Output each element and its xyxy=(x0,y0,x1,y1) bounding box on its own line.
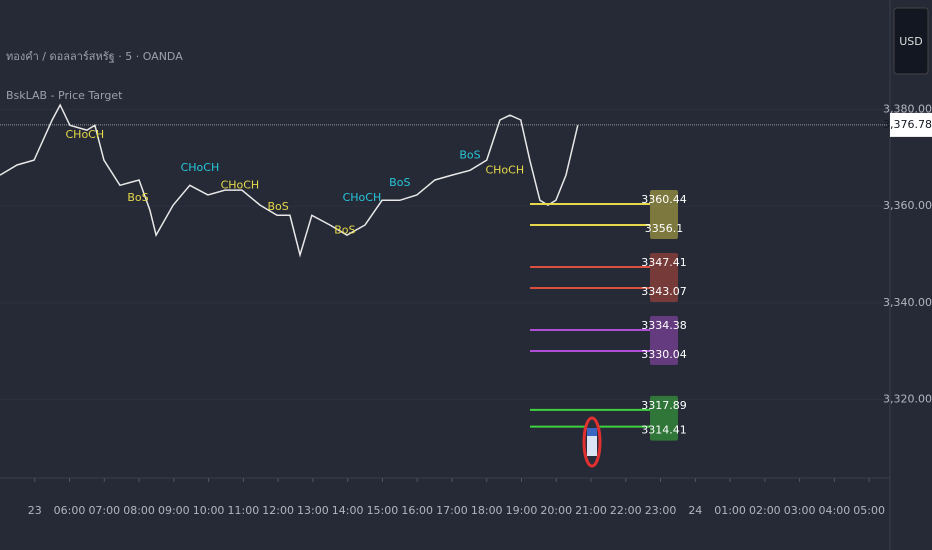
x-tick-label: 23 xyxy=(28,504,42,517)
x-tick-label: 10:00 xyxy=(193,504,225,517)
x-tick-label: 08:00 xyxy=(123,504,155,517)
x-tick-label: 06:00 xyxy=(54,504,86,517)
y-tick-label: 3,340.000 xyxy=(883,296,932,309)
x-tick-label: 23:00 xyxy=(645,504,677,517)
x-tick-label: 15:00 xyxy=(367,504,399,517)
structure-label: CHoCH xyxy=(181,161,220,174)
target-label: 3347.41 xyxy=(641,256,687,269)
structure-label: CHoCH xyxy=(66,128,105,141)
target-label: 3317.89 xyxy=(641,399,687,412)
structure-label: BoS xyxy=(267,200,288,213)
structure-label: BoS xyxy=(127,191,148,204)
structure-label: BoS xyxy=(389,176,410,189)
y-tick-label: 3,360.000 xyxy=(883,199,932,212)
x-tick-label: 03:00 xyxy=(784,504,816,517)
x-tick-label: 12:00 xyxy=(262,504,294,517)
structure-label: BoS xyxy=(334,223,355,236)
target-label: 3360.44 xyxy=(641,193,687,206)
indicator-title: BskLAB - Price Target xyxy=(6,89,123,102)
target-label: 3343.07 xyxy=(641,285,687,298)
x-tick-label: 14:00 xyxy=(332,504,364,517)
current-price-label: 3,376.785 xyxy=(883,118,932,131)
target-label: 3330.04 xyxy=(641,348,687,361)
x-tick-label: 02:00 xyxy=(749,504,781,517)
x-tick-label: 21:00 xyxy=(575,504,607,517)
x-tick-label: 18:00 xyxy=(471,504,503,517)
currency-label: USD xyxy=(899,35,923,48)
x-tick-label: 07:00 xyxy=(88,504,120,517)
flag-icon xyxy=(582,416,602,468)
y-tick-label: 3,320.000 xyxy=(883,393,932,406)
x-tick-label: 16:00 xyxy=(401,504,433,517)
x-tick-label: 17:00 xyxy=(436,504,468,517)
structure-label: CHoCH xyxy=(485,163,524,176)
x-tick-label: 20:00 xyxy=(540,504,572,517)
level-box xyxy=(650,395,678,441)
target-label: 3356.1 xyxy=(645,222,684,235)
level-box xyxy=(650,253,678,303)
target-label: 3314.41 xyxy=(641,424,687,437)
level-box xyxy=(650,189,678,239)
structure-label: BoS xyxy=(459,148,480,161)
x-tick-label: 01:00 xyxy=(714,504,746,517)
level-box xyxy=(650,316,678,366)
x-tick-label: 22:00 xyxy=(610,504,642,517)
current-price-tag xyxy=(890,112,932,137)
target-label: 3334.38 xyxy=(641,319,687,332)
x-tick-label: 19:00 xyxy=(506,504,538,517)
symbol-title: ทองคำ / ดอลลาร์สหรัฐ · 5 · OANDA xyxy=(6,50,183,63)
y-tick-label: 3,380.000 xyxy=(883,102,932,115)
x-tick-label: 11:00 xyxy=(228,504,260,517)
structure-label: CHoCH xyxy=(343,191,382,204)
structure-label: CHoCH xyxy=(221,178,260,191)
x-tick-label: 24 xyxy=(688,504,702,517)
x-tick-label: 04:00 xyxy=(819,504,851,517)
x-tick-label: 09:00 xyxy=(158,504,190,517)
x-tick-label: 13:00 xyxy=(297,504,329,517)
price-line xyxy=(0,103,579,258)
x-tick-label: 05:00 xyxy=(853,504,885,517)
currency-button[interactable] xyxy=(893,7,929,75)
